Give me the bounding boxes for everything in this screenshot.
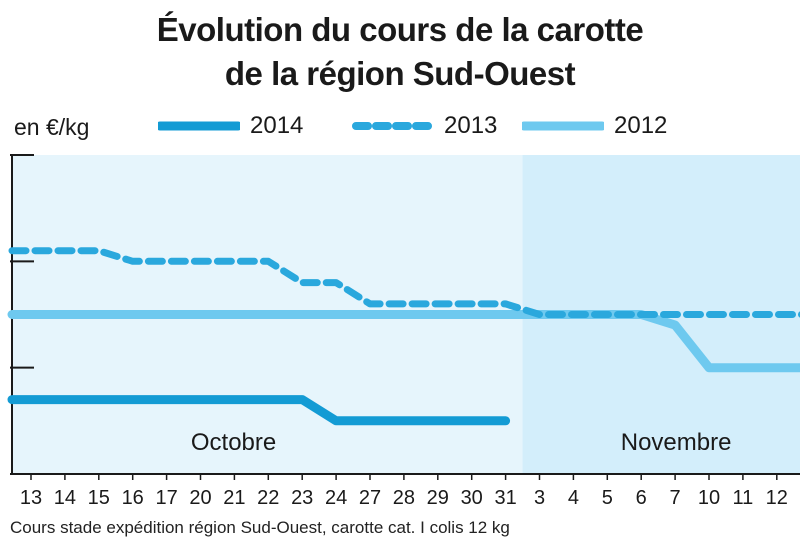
chart-title: Évolution du cours de la carotte de la r… [0, 8, 800, 96]
title-line-1: Évolution du cours de la carotte [156, 11, 644, 48]
x-tick-label: 27 [359, 487, 381, 509]
x-tick-label: 17 [155, 487, 177, 509]
x-tick-label: 4 [568, 487, 579, 509]
x-tick-label: 15 [88, 487, 110, 509]
legend-label-2014: 2014 [250, 112, 304, 139]
series-line-2012 [7, 310, 800, 373]
x-tick-label: 28 [393, 487, 415, 509]
legend-swatch-2013 [352, 122, 434, 130]
x-tick-label: 3 [534, 487, 545, 509]
x-tick-label: 10 [698, 487, 720, 509]
x-tick-label: 24 [325, 487, 347, 509]
x-tick-label: 16 [122, 487, 144, 509]
legend-swatch-2014 [158, 121, 240, 131]
x-tick-label: 12 [766, 487, 788, 509]
x-tick-label: 11 [733, 487, 754, 509]
y-unit-label: en €/kg [14, 114, 90, 140]
x-tick-label: 20 [189, 487, 211, 509]
x-tick-label: 30 [461, 487, 483, 509]
legend-swatch-2012 [522, 121, 604, 131]
month-label-octobre: Octobre [191, 429, 276, 456]
legend-item-2013: 2013 [352, 112, 497, 140]
line-chart: 13 14 15 16 17 20 21 22 23 24 27 28 29 30 31 3 4 5 6 7 10 11 1… [7, 154, 800, 509]
x-tick-label: 6 [636, 487, 647, 509]
title-line-2: de la région Sud-Ouest [224, 55, 576, 92]
x-tick-label: 31 [494, 487, 516, 509]
x-tick-label: 29 [427, 487, 449, 509]
legend-item-2012: 2012 [522, 112, 667, 140]
x-tick-label: 23 [291, 487, 313, 509]
month-label-novembre: Novembre [621, 429, 732, 456]
legend-label-2013: 2013 [444, 112, 498, 139]
x-tick-label: 7 [670, 487, 681, 509]
legend-label-2012: 2012 [614, 112, 668, 139]
x-tick-label: 13 [20, 487, 42, 509]
series-line-2014 [7, 395, 511, 426]
source-note: Cours stade expédition région Sud-Ouest,… [10, 518, 510, 537]
series-line-2013 [8, 247, 800, 318]
x-tick-label: 21 [223, 487, 245, 509]
x-tick-label: 22 [257, 487, 279, 509]
legend-item-2014: 2014 [158, 112, 303, 140]
x-tick-label: 14 [54, 487, 76, 509]
x-tick-label: 5 [602, 487, 613, 509]
